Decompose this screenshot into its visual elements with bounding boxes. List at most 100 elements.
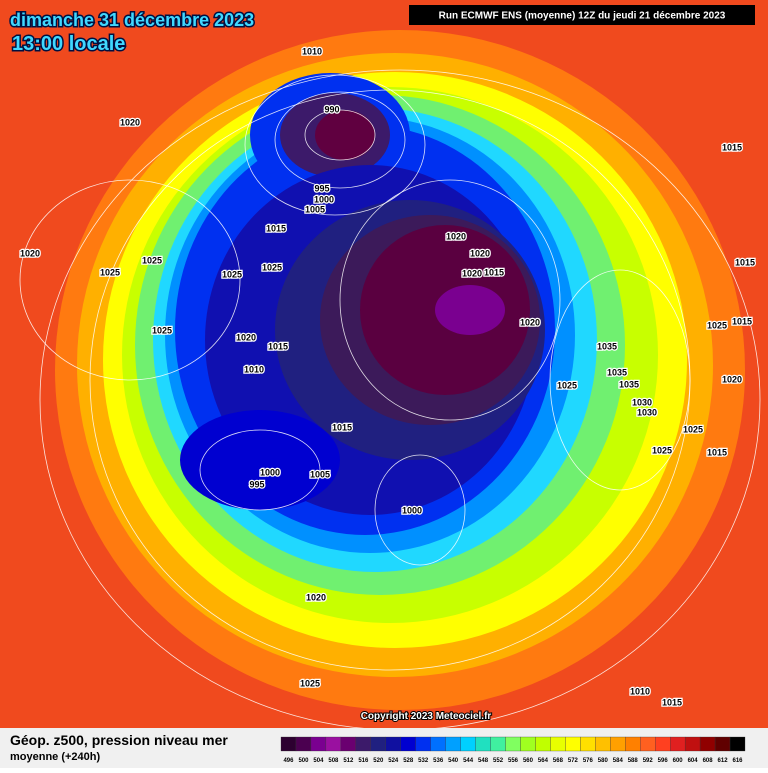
isobar-label: 1025 [707, 320, 727, 330]
scale-label: 552 [493, 758, 504, 764]
isobar-label: 1020 [446, 231, 466, 241]
isobar-label: 1015 [266, 223, 286, 233]
isobar-label: 1020 [120, 117, 140, 127]
scale-label: 504 [313, 758, 324, 764]
scale-swatch [655, 736, 671, 752]
isobar-label: 1005 [305, 204, 325, 214]
run-info: Run ECMWF ENS (moyenne) 12Z du jeudi 21 … [439, 11, 726, 22]
scale-swatch [520, 736, 536, 752]
scale-swatch [505, 736, 521, 752]
scale-swatch [610, 736, 626, 752]
scale-swatch [355, 736, 371, 752]
scale-swatch [340, 736, 356, 752]
scale-swatch [684, 736, 701, 752]
date-title: dimanche 31 décembre 2023 [10, 10, 254, 30]
isobar-label: 1020 [722, 374, 742, 384]
isobar-label: 1000 [314, 194, 334, 204]
scale-swatch [595, 736, 611, 752]
scale-label: 572 [568, 758, 579, 764]
scale-swatch [475, 736, 491, 752]
scale-label: 580 [598, 758, 609, 764]
isobar-label: 1015 [332, 422, 352, 432]
isobar-label: 1025 [300, 678, 320, 688]
scale-label: 496 [283, 758, 294, 764]
isobar-label: 1025 [262, 262, 282, 272]
isobar-label: 1025 [142, 255, 162, 265]
scale-label: 564 [538, 758, 549, 764]
isobar-label: 1025 [557, 380, 577, 390]
isobar-label: 1015 [484, 267, 504, 277]
scale-swatch [670, 736, 686, 752]
scale-label: 532 [418, 758, 429, 764]
scale-label: 508 [328, 758, 339, 764]
isobar-label: 1025 [100, 267, 120, 277]
scale-label: 596 [658, 758, 669, 764]
isobar-label: 1025 [222, 269, 242, 279]
isobar-label: 1020 [236, 332, 256, 342]
scale-swatch [310, 736, 327, 752]
scale-swatch [280, 736, 297, 752]
scale-label: 528 [403, 758, 414, 764]
run-box [409, 5, 755, 25]
scale-swatch [490, 736, 506, 752]
scale-label: 616 [733, 758, 744, 764]
scale-label: 592 [643, 758, 654, 764]
scale-label: 512 [343, 758, 354, 764]
isobar-label: 1015 [735, 257, 755, 267]
footer-subtitle: moyenne (+240h) [10, 751, 101, 763]
copyright: Copyright 2023 Meteociel.fr [361, 711, 492, 722]
isobar-label: 1005 [310, 469, 330, 479]
isobar-label: 1025 [152, 325, 172, 335]
scale-label: 576 [583, 758, 594, 764]
scale-swatch [370, 736, 386, 752]
footer-title: Géop. z500, pression niveau mer [10, 732, 228, 748]
scale-swatch [460, 736, 476, 752]
scale-swatch [295, 736, 312, 752]
isobar-label: 1030 [632, 397, 652, 407]
scale-swatch [325, 736, 342, 752]
isobar-label: 1010 [302, 46, 322, 56]
scale-label: 568 [553, 758, 564, 764]
isobar-label: 1000 [260, 467, 280, 477]
isobar-label: 1025 [652, 445, 672, 455]
scale-label: 608 [703, 758, 714, 764]
isobar-label: 995 [249, 479, 264, 489]
scale-swatch [400, 736, 416, 752]
isobar-label: 1020 [520, 317, 540, 327]
isobar-label: 1020 [306, 592, 326, 602]
isobar-label: 1035 [607, 367, 627, 377]
scale-label: 600 [673, 758, 684, 764]
isobar-label: 1010 [244, 364, 264, 374]
isobar-label: 1035 [597, 341, 617, 351]
scale-swatch [699, 736, 716, 752]
isobar-label: 990 [324, 104, 339, 114]
color-scale: 496 500 504 508 512 516 520 524 528 532 536 540 544 5… [280, 736, 746, 764]
scale-swatch [580, 736, 596, 752]
scale-label: 536 [433, 758, 444, 764]
scale-label: 604 [688, 758, 699, 764]
isobar-label: 1015 [707, 447, 727, 457]
scale-label: 588 [628, 758, 639, 764]
geopotential-bands [55, 30, 745, 710]
scale-swatch [430, 736, 446, 752]
scale-label: 516 [358, 758, 369, 764]
scale-swatch [714, 736, 731, 752]
scale-swatch [385, 736, 401, 752]
scale-label: 500 [298, 758, 309, 764]
isobar-label: 1015 [722, 142, 742, 152]
scale-swatch [625, 736, 641, 752]
isobar-label: 1020 [20, 248, 40, 258]
isobar-label: 1010 [630, 686, 650, 696]
scale-label: 524 [388, 758, 399, 764]
scale-label: 548 [478, 758, 489, 764]
scale-swatch [415, 736, 431, 752]
isobar-label: 1025 [683, 424, 703, 434]
scale-swatch [535, 736, 551, 752]
scale-label: 544 [463, 758, 474, 764]
isobar-label: 1030 [637, 407, 657, 417]
isobar-label: 1000 [402, 505, 422, 515]
isobar-label: 1035 [619, 379, 639, 389]
isobar-label: 1015 [268, 341, 288, 351]
scale-swatch [565, 736, 581, 752]
